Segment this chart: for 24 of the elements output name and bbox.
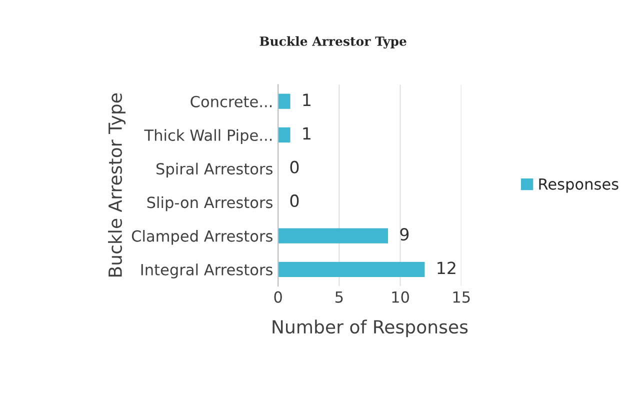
y-tick-label: Clamped Arrestors: [132, 230, 272, 245]
y-tick-label: Spiral Arrestors: [156, 162, 272, 178]
y-tick-label: Integral Arrestors: [141, 264, 272, 278]
x-axis-title: Number of Responses: [272, 320, 468, 338]
data-label: 1: [303, 127, 310, 140]
bar: [278, 262, 425, 277]
y-axis-title: Buckle Arrestor Type: [108, 93, 126, 277]
x-tick-label: 5: [335, 291, 343, 303]
y-tick-label: Thick Wall Pipe...: [144, 129, 272, 144]
y-tick-label: Concrete...: [190, 96, 272, 108]
legend-label: Responses: [539, 178, 618, 193]
bar: [278, 127, 290, 143]
chart-title: Buckle Arrestor Type: [260, 36, 406, 49]
y-tick-label: Slip-on Arrestors: [147, 196, 272, 212]
data-label: 0: [290, 160, 299, 174]
bar: [278, 94, 290, 109]
data-label: 12: [438, 262, 456, 274]
x-tick-label: 15: [453, 291, 470, 303]
x-tick-label: 0: [274, 291, 282, 303]
data-label: 0: [290, 194, 299, 208]
bar: [278, 228, 388, 244]
data-label: 9: [400, 228, 409, 241]
x-tick-label: 10: [392, 291, 409, 303]
data-label: 1: [303, 94, 310, 106]
